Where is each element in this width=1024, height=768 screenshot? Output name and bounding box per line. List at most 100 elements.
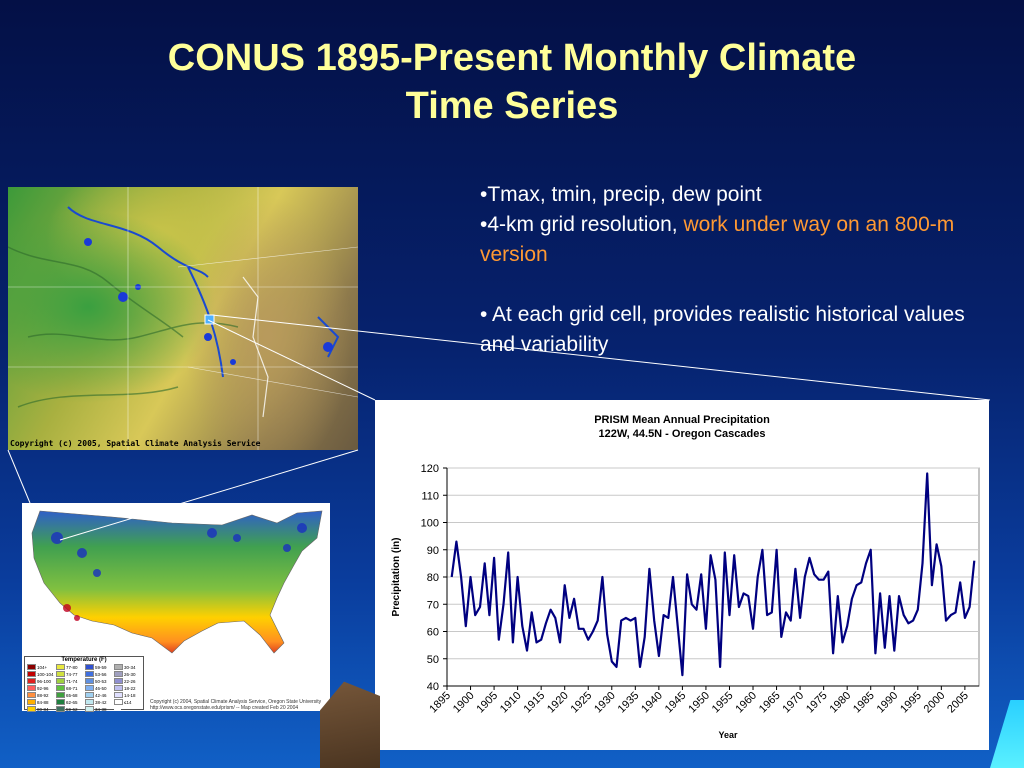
legend-swatch xyxy=(56,678,65,684)
legend-swatch xyxy=(85,678,94,684)
legend-label: 104+ xyxy=(37,664,48,670)
precipitation-chart: PRISM Mean Annual Precipitation 122W, 44… xyxy=(375,400,989,750)
legend-label: 80-84 xyxy=(37,706,49,712)
legend-swatch xyxy=(114,692,123,698)
legend-item: 92-96 xyxy=(27,685,54,691)
legend-swatch xyxy=(85,664,94,670)
legend-item: 100-104 xyxy=(27,671,54,677)
legend-swatch xyxy=(56,706,65,712)
x-tick-label: 1990 xyxy=(875,690,901,716)
legend-item: 104+ xyxy=(27,664,54,670)
legend-label: 68-71 xyxy=(66,685,78,691)
x-tick-label: 1960 xyxy=(733,690,759,716)
chart-subtitle: 122W, 44.5N - Oregon Cascades xyxy=(598,428,766,440)
legend-item: 42-46 xyxy=(85,692,112,698)
legend-label: 34-38 xyxy=(95,706,107,712)
legend-item: ≤14 xyxy=(114,699,141,705)
x-tick-label: 1970 xyxy=(780,690,806,716)
legend-item: 50-53 xyxy=(85,678,112,684)
legend-label: 59-59 xyxy=(95,664,107,670)
legend-item: 77-80 xyxy=(56,664,83,670)
chart-title-block: PRISM Mean Annual Precipitation 122W, 44… xyxy=(375,413,989,441)
x-tick-label: 1995 xyxy=(898,690,924,716)
terrain-map-copyright: Copyright (c) 2005, Spatial Climate Anal… xyxy=(10,439,261,448)
legend-swatch xyxy=(85,706,94,712)
x-tick-label: 2000 xyxy=(922,690,948,716)
y-tick-label: 100 xyxy=(421,518,439,530)
legend-label: 100-104 xyxy=(37,671,54,677)
legend-title: Temperature (F) xyxy=(61,657,107,663)
bullet-list: •Tmax, tmin, precip, dew point •4-km gri… xyxy=(480,180,970,360)
x-tick-label: 1900 xyxy=(451,690,477,716)
legend-label: 74-77 xyxy=(66,671,78,677)
terrain-map-overlay xyxy=(8,187,358,450)
x-tick-label: 1945 xyxy=(663,690,689,716)
legend-label: 88-92 xyxy=(37,692,49,698)
x-tick-label: 1950 xyxy=(686,690,712,716)
slide-title-line1: CONUS 1895-Present Monthly Climate xyxy=(167,37,857,79)
legend-item: 59-62 xyxy=(56,706,83,712)
precipitation-series-line xyxy=(450,472,976,677)
legend-item: 62-65 xyxy=(56,699,83,705)
legend-item: 53-56 xyxy=(85,671,112,677)
y-tick-label: 80 xyxy=(427,572,439,584)
slide-title: CONUS 1895-Present Monthly Climate Time … xyxy=(40,34,984,130)
y-tick-label: 90 xyxy=(427,545,439,557)
y-tick-label: 110 xyxy=(421,490,439,502)
legend-label: 65-68 xyxy=(66,692,78,698)
legend-swatch xyxy=(114,671,123,677)
legend-swatch xyxy=(56,699,65,705)
legend-item: 46-50 xyxy=(85,685,112,691)
legend-swatch xyxy=(56,671,65,677)
chart-title: PRISM Mean Annual Precipitation xyxy=(594,414,770,426)
temperature-legend: Temperature (F) 104+ 77-80 59-59 30-34 100-1… xyxy=(24,656,144,712)
legend-label: 18-22 xyxy=(124,685,136,691)
legend-label: 46-50 xyxy=(95,685,107,691)
us-map-copyright: Copyright (c) 2004, Spatial Climate Anal… xyxy=(150,699,322,711)
legend-label: 53-56 xyxy=(95,671,107,677)
legend-swatch xyxy=(27,685,36,691)
legend-item: 59-59 xyxy=(85,664,112,670)
x-tick-label: 1925 xyxy=(569,690,595,716)
legend-item: 18-22 xyxy=(114,685,141,691)
legend-label: 77-80 xyxy=(66,664,78,670)
legend-swatch xyxy=(114,707,121,711)
legend-item: 74-77 xyxy=(56,671,83,677)
us-temperature-map: Temperature (F) 104+ 77-80 59-59 30-34 100-1… xyxy=(22,503,330,712)
x-tick-label: 1935 xyxy=(616,690,642,716)
legend-item: 96-100 xyxy=(27,678,54,684)
bullet-resolution: •4-km grid resolution, work under way on… xyxy=(480,210,970,270)
legend-item: 84-88 xyxy=(27,699,54,705)
terrain-map-image: Copyright (c) 2005, Spatial Climate Anal… xyxy=(8,187,358,450)
x-tick-label: 2005 xyxy=(945,690,971,716)
legend-swatch xyxy=(56,664,65,670)
legend-swatch xyxy=(27,664,36,670)
legend-swatch xyxy=(114,664,123,670)
x-tick-label: 1920 xyxy=(545,690,571,716)
y-tick-label: 120 xyxy=(421,463,439,475)
x-tick-label: 1930 xyxy=(592,690,618,716)
slide-title-line2: Time Series xyxy=(405,85,619,127)
legend-label: 30-34 xyxy=(124,664,136,670)
legend-swatch xyxy=(85,671,94,677)
legend-item: 38-42 xyxy=(85,699,112,705)
legend-swatch xyxy=(85,692,94,698)
legend-label: 38-42 xyxy=(95,699,107,705)
x-tick-label: 1980 xyxy=(828,690,854,716)
x-axis-label: Year xyxy=(718,730,738,740)
legend-label: 26-30 xyxy=(124,671,136,677)
legend-item: 26-30 xyxy=(114,671,141,677)
legend-label: 92-96 xyxy=(37,685,49,691)
y-tick-label: 50 xyxy=(427,654,439,666)
y-tick-label: 60 xyxy=(427,627,439,639)
legend-item xyxy=(114,706,141,712)
legend-item: 80-84 xyxy=(27,706,54,712)
bullet-grid-cell: • At each grid cell, provides realistic … xyxy=(480,303,965,356)
legend-label: ≤14 xyxy=(124,699,132,705)
legend-label: 84-88 xyxy=(37,699,49,705)
legend-swatch xyxy=(27,678,36,684)
x-tick-label: 1940 xyxy=(639,690,665,716)
legend-label: 62-65 xyxy=(66,699,78,705)
x-tick-label: 1985 xyxy=(851,690,877,716)
bullet-variables: •Tmax, tmin, precip, dew point xyxy=(480,183,762,206)
